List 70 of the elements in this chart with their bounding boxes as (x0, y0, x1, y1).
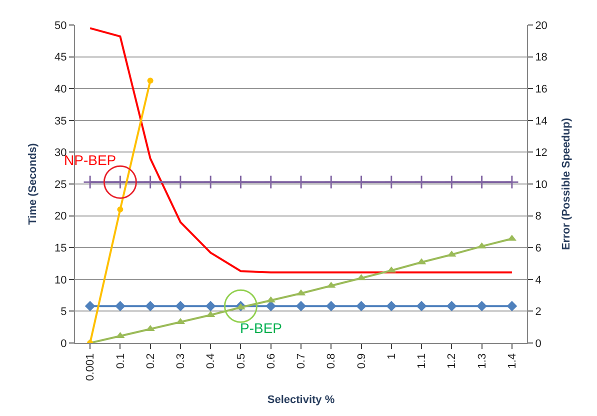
y-tick-label: 50 (54, 20, 67, 32)
y2-tick-label: 8 (535, 210, 542, 223)
y2-tick-label: 12 (535, 147, 548, 160)
annotation: P-BEP (240, 320, 282, 336)
point (444, 175, 459, 190)
y-tick-label: 40 (54, 83, 67, 96)
point (83, 175, 98, 190)
y2-tick-label: 16 (535, 83, 548, 96)
y2-axis-title: Error (Possible Speedup) (560, 118, 573, 250)
x-tick-label: 0.6 (265, 353, 278, 369)
point (446, 300, 457, 312)
point (205, 300, 216, 312)
x-tick-label: 0.4 (205, 353, 218, 369)
x-tick-label: 0.8 (326, 353, 338, 369)
point (504, 175, 519, 190)
x-tick-label: 0.001 (84, 353, 97, 381)
x-tick-label: 1.3 (476, 353, 488, 369)
y-tick-label: 20 (54, 210, 67, 223)
y2-tick-label: 20 (535, 20, 548, 32)
y-tick-label: 25 (54, 178, 67, 191)
y2-tick-label: 0 (535, 338, 542, 350)
point (204, 175, 218, 190)
x-tick-label: 1.1 (416, 353, 428, 369)
x-tick-label: 1.2 (446, 353, 458, 369)
point (117, 206, 124, 212)
point (264, 175, 278, 190)
point (143, 175, 158, 190)
point (173, 175, 188, 190)
point (474, 175, 489, 190)
y2-tick-label: 14 (535, 115, 548, 128)
point (294, 175, 308, 190)
y-axis-title: Time (Seconds) (27, 142, 40, 225)
point (326, 300, 336, 312)
point (386, 300, 397, 312)
point (414, 175, 429, 190)
x-tick-label: 0.2 (144, 353, 157, 369)
point (324, 175, 338, 190)
point (476, 300, 487, 312)
x-tick-label: 0.3 (175, 353, 188, 369)
x-tick-label: 0.7 (296, 353, 308, 369)
x-axis-title: Selectivity % (267, 394, 335, 406)
y2-tick-label: 4 (535, 274, 542, 286)
point (266, 300, 276, 312)
y-tick-label: 5 (60, 306, 67, 318)
point (84, 300, 96, 312)
x-tick-label: 1 (386, 353, 398, 360)
point (356, 300, 366, 312)
y-tick-label: 45 (54, 52, 67, 64)
point (147, 78, 154, 84)
point (234, 175, 248, 190)
y2-tick-label: 18 (535, 52, 548, 64)
point (384, 175, 398, 190)
y2-tick-label: 6 (535, 242, 542, 254)
y-tick-label: 15 (54, 242, 67, 254)
x-tick-label: 0.9 (356, 353, 368, 369)
x-tick-label: 1.4 (506, 353, 519, 369)
y-tick-label: 0 (60, 338, 67, 350)
y2-tick-label: 10 (535, 178, 548, 191)
point (145, 300, 156, 312)
point (416, 300, 427, 312)
point (354, 175, 368, 190)
x-tick-label: 0.5 (235, 353, 248, 369)
point (175, 300, 186, 312)
y-tick-label: 10 (54, 274, 67, 286)
y-tick-label: 35 (54, 115, 67, 128)
point (115, 300, 126, 312)
point (506, 300, 518, 312)
point (296, 300, 306, 312)
x-tick-label: 0.1 (114, 353, 127, 369)
y2-tick-label: 2 (535, 306, 542, 318)
